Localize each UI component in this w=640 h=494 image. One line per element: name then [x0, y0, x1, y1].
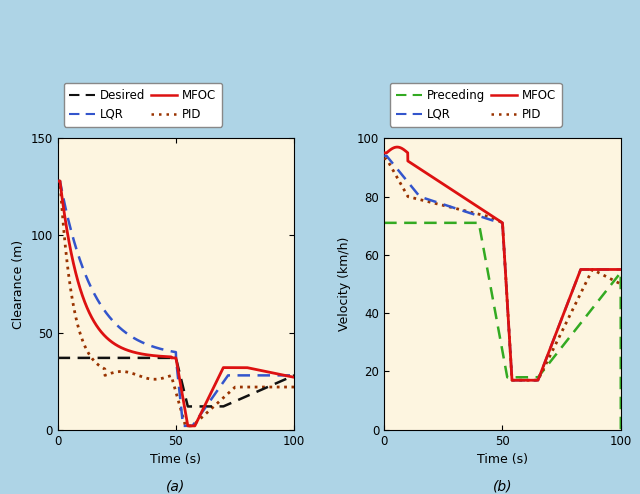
- X-axis label: Time (s): Time (s): [150, 453, 202, 466]
- Legend: Desired, LQR, MFOC, PID: Desired, LQR, MFOC, PID: [63, 83, 222, 126]
- Y-axis label: Velocity (km/h): Velocity (km/h): [339, 237, 351, 331]
- X-axis label: Time (s): Time (s): [477, 453, 528, 466]
- Y-axis label: Clearance (m): Clearance (m): [12, 240, 25, 329]
- Text: (b): (b): [493, 479, 512, 494]
- Text: (a): (a): [166, 479, 186, 494]
- Legend: Preceding, LQR, MFOC, PID: Preceding, LQR, MFOC, PID: [390, 83, 562, 126]
